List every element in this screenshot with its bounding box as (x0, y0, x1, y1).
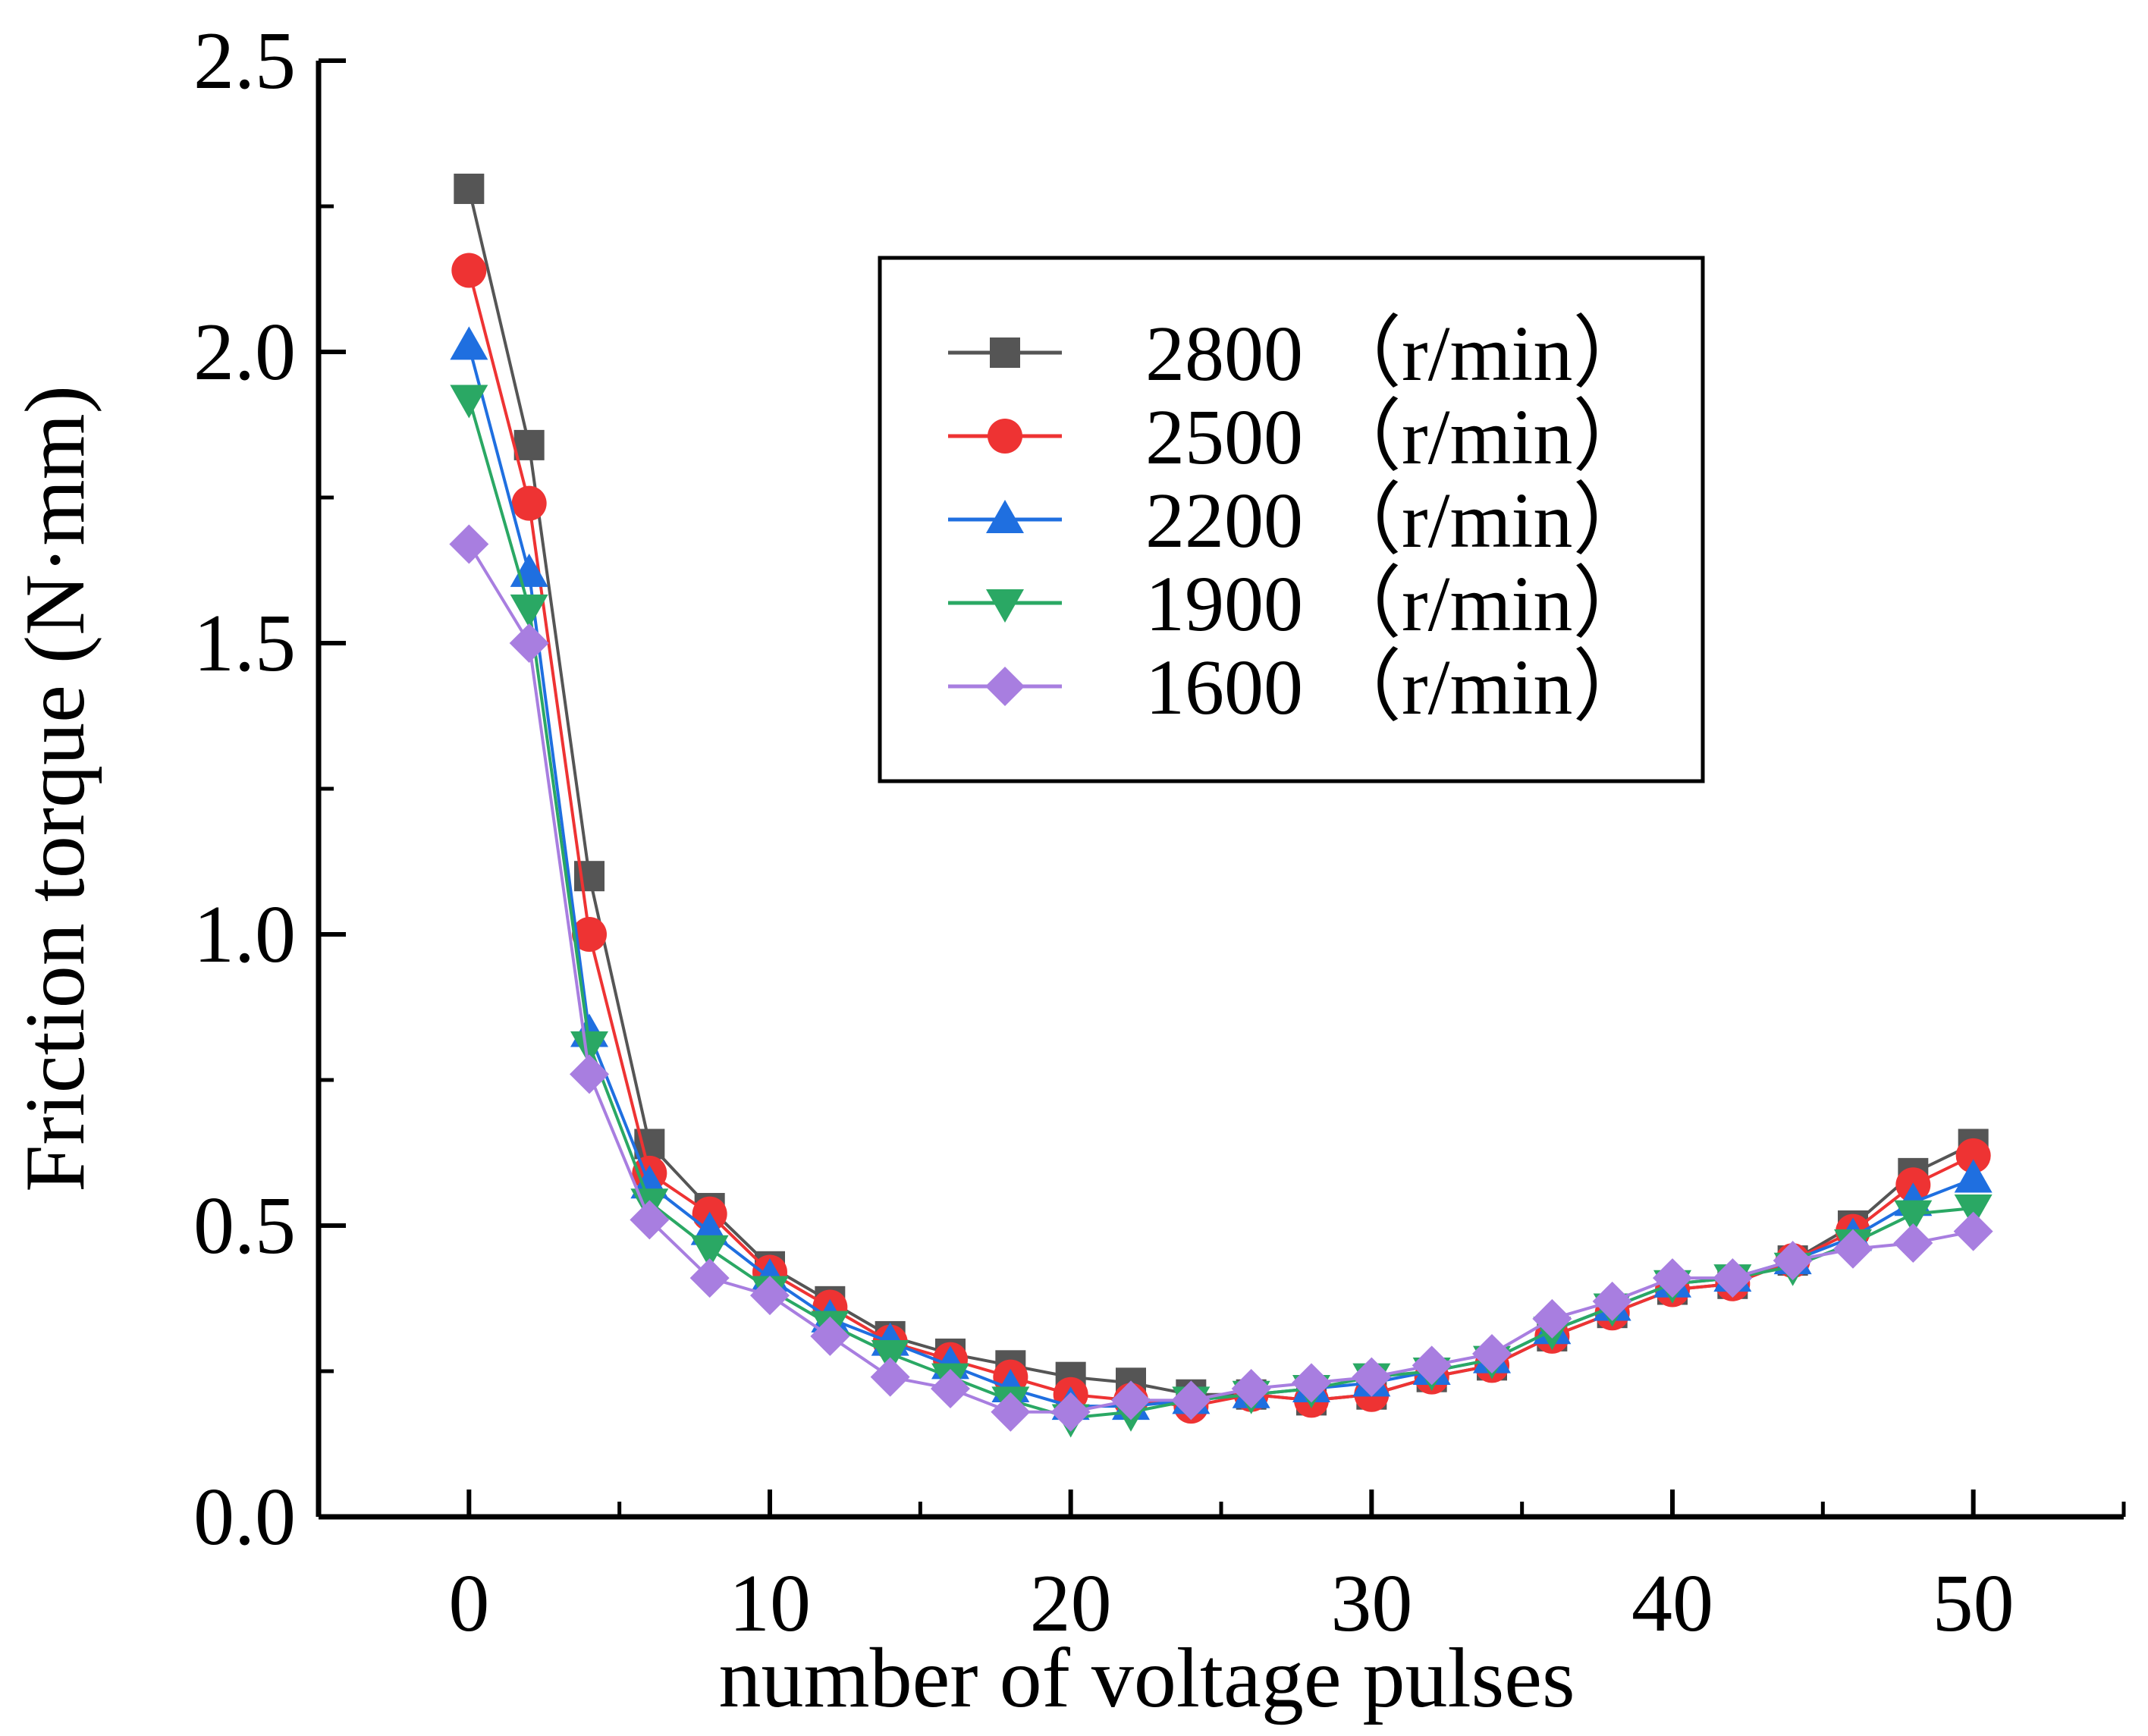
x-tick-label: 10 (729, 1559, 811, 1649)
legend-label: 1900 （r/min） (1145, 560, 1651, 648)
data-point (454, 173, 485, 204)
plot-area (449, 173, 1993, 1438)
data-point (1713, 1258, 1753, 1298)
data-point (449, 524, 489, 564)
x-axis-title: number of voltage pulses (718, 1631, 1575, 1725)
legend-marker (986, 500, 1024, 533)
data-point (1954, 1159, 1993, 1193)
data-point (450, 385, 488, 419)
legend-label: 2200 （r/min） (1145, 477, 1651, 564)
y-tick-label: 0.0 (193, 1472, 296, 1562)
data-point (1592, 1281, 1632, 1321)
y-tick-label: 1.0 (193, 890, 296, 980)
legend-entry: 1600 （r/min） (948, 644, 1651, 731)
x-tick-label: 0 (448, 1559, 489, 1649)
data-point (750, 1276, 790, 1316)
data-point (1773, 1241, 1813, 1281)
data-point (1833, 1229, 1873, 1269)
legend-marker (990, 337, 1020, 368)
data-point (570, 1054, 609, 1094)
data-point (690, 1235, 729, 1269)
data-point (1893, 1223, 1933, 1264)
x-tick-label: 20 (1030, 1559, 1112, 1649)
x-tick-label: 40 (1631, 1559, 1713, 1649)
data-point (570, 1031, 608, 1065)
series-4 (449, 524, 1993, 1432)
data-point (1894, 1200, 1933, 1234)
data-point (1171, 1380, 1211, 1421)
data-point (509, 623, 549, 663)
legend-marker (986, 589, 1024, 623)
legend-entry: 2800 （r/min） (948, 310, 1651, 397)
data-point (510, 594, 548, 628)
data-point (1954, 1194, 1993, 1228)
x-tick-label: 50 (1933, 1559, 2015, 1649)
axes: 0 10 20 30 40 50 0.0 0.5 1.0 1.5 2.0 2.5 (193, 16, 2126, 1649)
data-point (1532, 1298, 1572, 1339)
data-point (572, 917, 607, 952)
x-tick-label: 30 (1330, 1559, 1412, 1649)
legend-label: 2800 （r/min） (1145, 310, 1651, 397)
data-point (1653, 1258, 1692, 1298)
data-point (991, 1392, 1031, 1432)
data-point (450, 326, 488, 360)
legend-entry: 2200 （r/min） (948, 477, 1651, 564)
y-tick-label: 0.5 (193, 1181, 296, 1271)
data-point (513, 429, 545, 460)
data-point (870, 1357, 910, 1397)
legend: 2800 （r/min）2500 （r/min）2200 （r/min）1900… (878, 256, 1705, 783)
data-point (1050, 1392, 1091, 1432)
data-point (1111, 1380, 1151, 1421)
data-point (1292, 1363, 1331, 1403)
y-tick-label: 2.5 (193, 16, 296, 106)
data-point (689, 1258, 730, 1298)
y-axis-title: Friction torque (N·mm) (8, 385, 102, 1192)
legend-entry: 2500 （r/min） (948, 394, 1651, 481)
data-point (1955, 1138, 1991, 1173)
data-point (810, 1316, 850, 1356)
y-tick-label: 1.5 (193, 598, 296, 689)
legend-label: 1600 （r/min） (1145, 644, 1651, 731)
data-point (1231, 1369, 1271, 1409)
data-point (1412, 1345, 1452, 1386)
data-point (871, 1339, 909, 1373)
legend-marker (988, 419, 1022, 454)
legend-label: 2500 （r/min） (1145, 394, 1651, 481)
data-point (1352, 1357, 1392, 1397)
data-point (1953, 1211, 1993, 1251)
data-point (630, 1200, 670, 1240)
data-point (451, 253, 487, 288)
data-point (511, 485, 547, 521)
y-tick-label: 2.0 (193, 307, 296, 397)
data-point (1472, 1333, 1512, 1373)
data-point (931, 1369, 970, 1409)
legend-entry: 1900 （r/min） (948, 560, 1651, 648)
legend-marker (985, 667, 1025, 706)
